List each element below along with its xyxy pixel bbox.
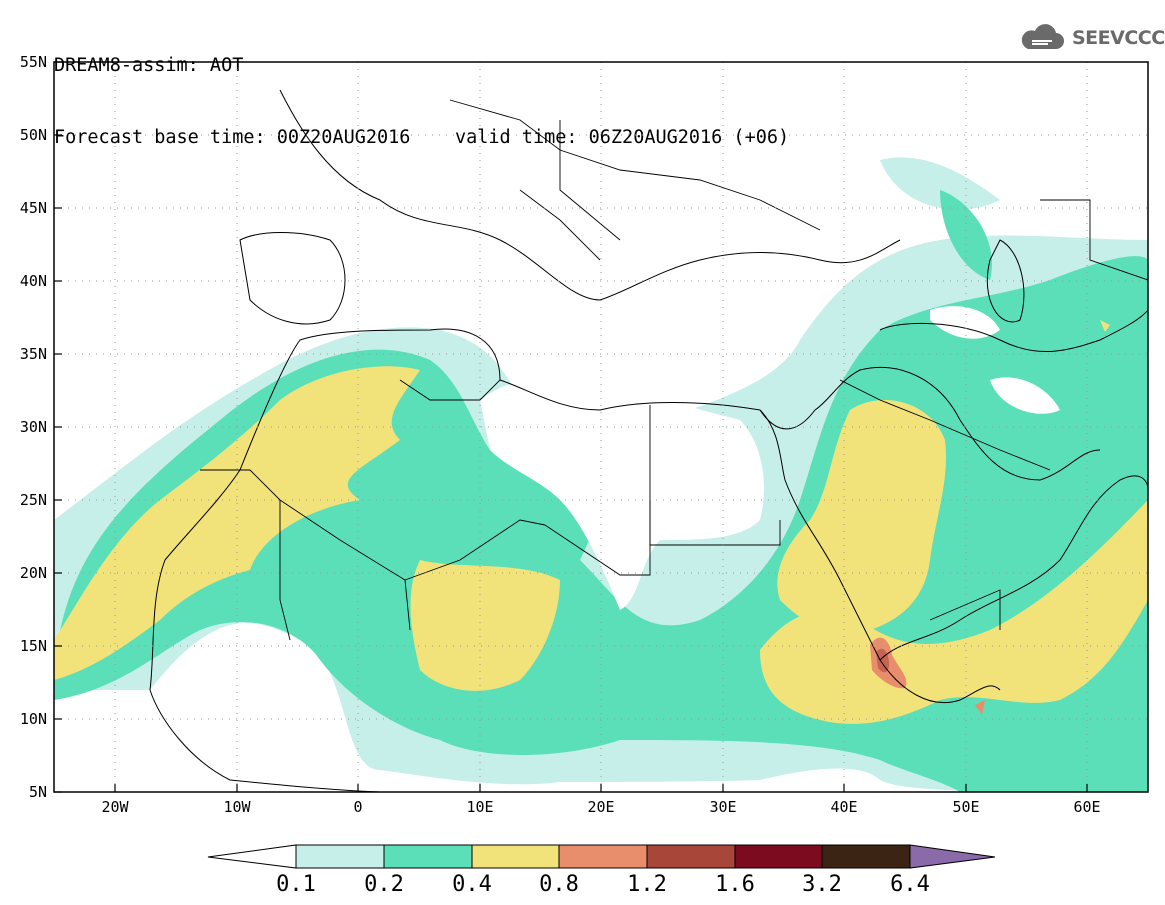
lat-label: 30N bbox=[20, 418, 47, 436]
lon-label: 20W bbox=[101, 798, 129, 816]
lat-label: 20N bbox=[20, 564, 47, 582]
colorbar-label: 0.8 bbox=[539, 872, 579, 897]
seevccc-logo: SEEVCCC bbox=[1018, 18, 1165, 58]
header-times: Forecast base time: 00Z20AUG2016 valid t… bbox=[54, 126, 789, 150]
valid-time: valid time: 06Z20AUG2016 (+06) bbox=[454, 127, 790, 148]
colorbar-label: 1.6 bbox=[715, 872, 755, 897]
lon-label: 10E bbox=[466, 798, 493, 816]
map-header: DREAM8-assim: AOT Forecast base time: 00… bbox=[54, 6, 789, 174]
colorbar-swatch bbox=[471, 844, 560, 869]
lat-label: 40N bbox=[20, 272, 47, 290]
colorbar-upper-arrow bbox=[909, 844, 996, 869]
lon-label: 10W bbox=[223, 798, 251, 816]
header-title: DREAM8-assim: AOT bbox=[54, 55, 244, 76]
colorbar-label: 0.4 bbox=[452, 872, 492, 897]
colorbar-swatch bbox=[295, 844, 385, 869]
aot-clean-areas bbox=[206, 306, 1060, 774]
lat-label: 15N bbox=[20, 637, 47, 655]
lon-label: 40E bbox=[830, 798, 857, 816]
aot-field bbox=[54, 157, 1148, 792]
colorbar-label: 3.2 bbox=[802, 872, 842, 897]
axis-ticks bbox=[54, 61, 1088, 793]
colorbar-label: 0.2 bbox=[364, 872, 404, 897]
lat-label: 45N bbox=[20, 199, 47, 217]
lat-label: 5N bbox=[29, 783, 47, 801]
colorbar-swatch bbox=[821, 844, 911, 869]
lon-label: 50E bbox=[952, 798, 979, 816]
lat-label: 25N bbox=[20, 491, 47, 509]
colorbar-swatch bbox=[558, 844, 648, 869]
lon-label: 0 bbox=[353, 798, 362, 816]
colorbar bbox=[207, 844, 996, 869]
colorbar-lower-arrow bbox=[207, 844, 297, 869]
cloud-icon bbox=[1021, 24, 1064, 49]
lat-label: 50N bbox=[20, 126, 47, 144]
lon-label: 20E bbox=[587, 798, 614, 816]
lat-label: 35N bbox=[20, 345, 47, 363]
colorbar-label: 6.4 bbox=[890, 872, 930, 897]
graticule bbox=[54, 62, 1148, 792]
lat-labels: 55N 50N 45N 40N 35N 30N 25N 20N 15N 10N … bbox=[20, 53, 47, 801]
lon-labels: 20W 10W 0 10E 20E 30E 40E 50E 60E bbox=[101, 798, 1100, 816]
colorbar-swatch bbox=[734, 844, 823, 869]
aot-band-0.4 bbox=[54, 320, 1148, 724]
colorbar-label: 0.1 bbox=[276, 872, 316, 897]
borders bbox=[200, 99, 1148, 641]
colorbar-swatch bbox=[383, 844, 473, 869]
lon-label: 30E bbox=[709, 798, 736, 816]
colorbar-label: 1.2 bbox=[627, 872, 667, 897]
forecast-base-time: Forecast base time: 00Z20AUG2016 bbox=[54, 127, 411, 148]
logo-text: SEEVCCC bbox=[1072, 27, 1165, 49]
lat-label: 10N bbox=[20, 710, 47, 728]
lon-label: 60E bbox=[1073, 798, 1100, 816]
colorbar-swatch bbox=[646, 844, 736, 869]
lat-label: 55N bbox=[20, 53, 47, 71]
coastlines bbox=[149, 89, 1148, 792]
